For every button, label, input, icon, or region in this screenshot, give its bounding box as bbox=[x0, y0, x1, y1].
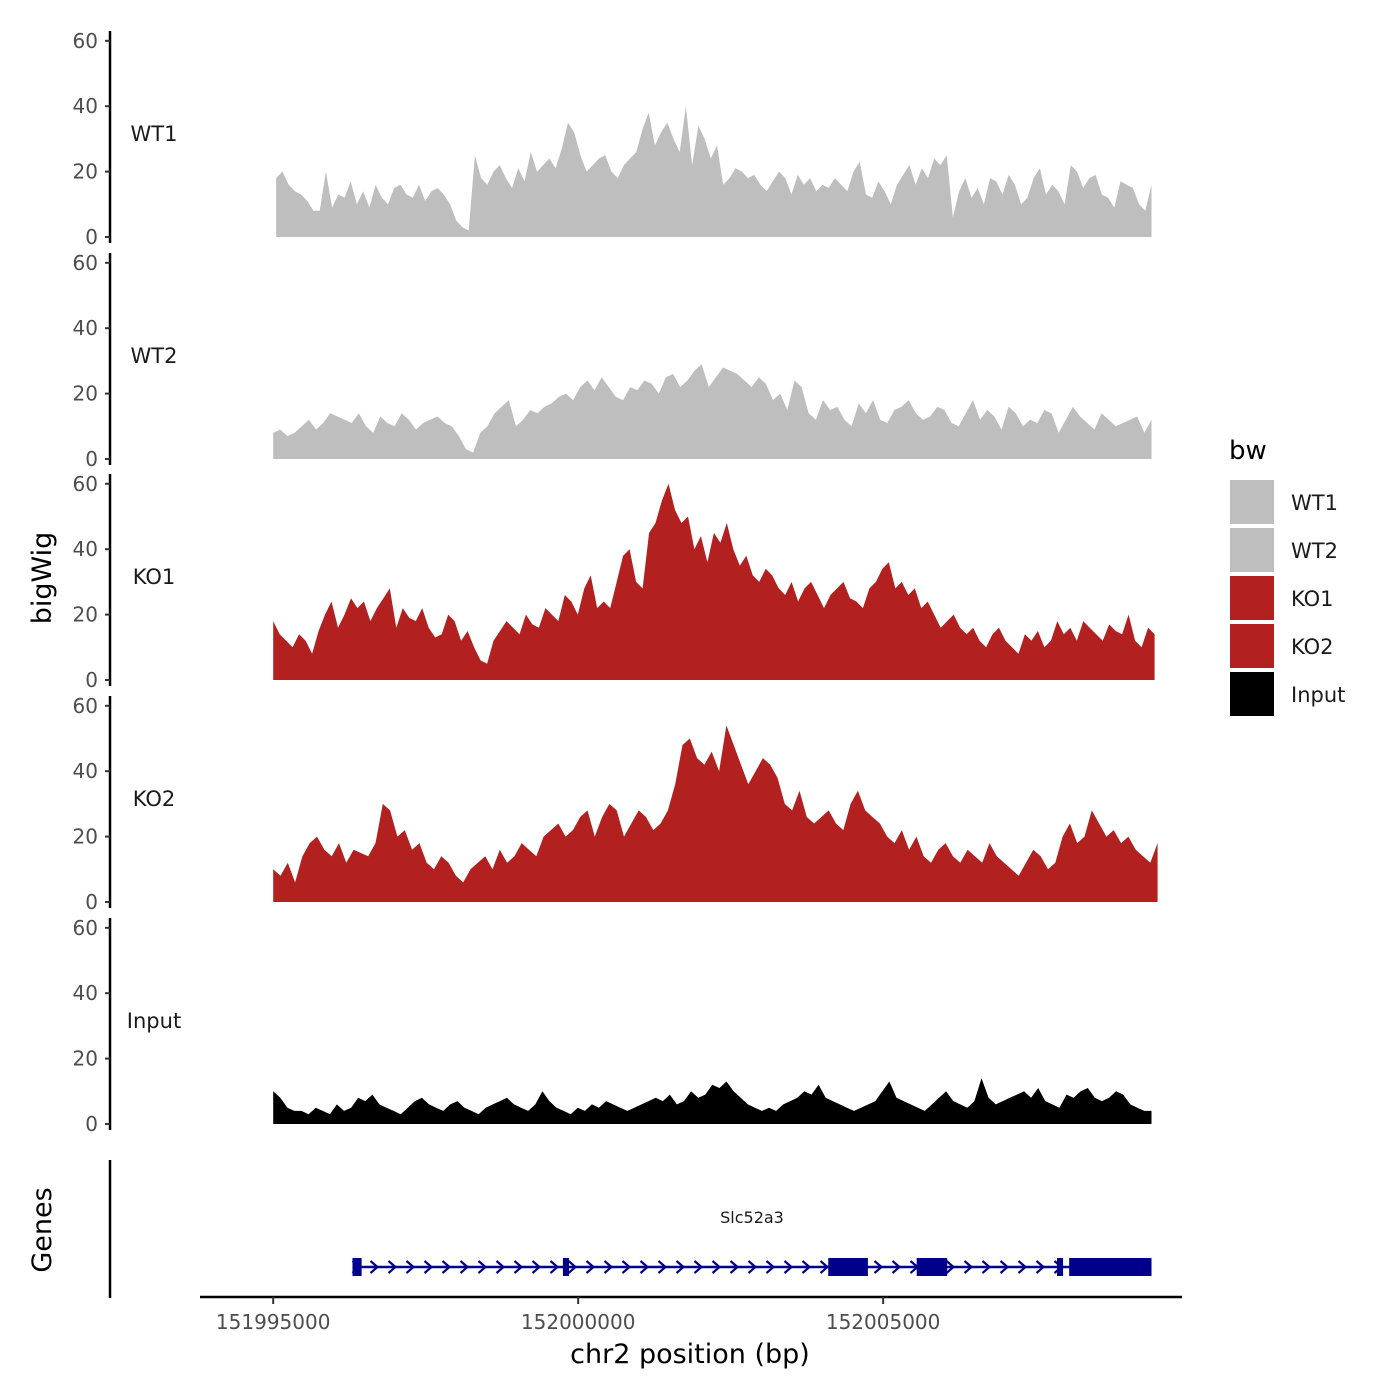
strand-arrow-icon bbox=[675, 1260, 686, 1274]
strand-arrow-icon bbox=[819, 1260, 830, 1274]
x-tick-label: 151995000 bbox=[216, 1310, 331, 1334]
y-tick-label: 60 bbox=[73, 472, 98, 496]
legend-swatch-ko1 bbox=[1230, 576, 1274, 620]
strand-arrow-icon bbox=[405, 1260, 416, 1274]
track-label-wt1: WT1 bbox=[131, 122, 178, 146]
strand-arrow-icon bbox=[729, 1260, 740, 1274]
strand-arrow-icon bbox=[387, 1260, 398, 1274]
y-tick-label: 20 bbox=[73, 1047, 98, 1071]
y-tick-label: 20 bbox=[73, 825, 98, 849]
y-tick-label: 40 bbox=[73, 316, 98, 340]
legend-label-wt2: WT2 bbox=[1291, 539, 1338, 563]
strand-arrow-icon bbox=[1035, 1260, 1046, 1274]
y-tick-label: 0 bbox=[85, 447, 98, 471]
strand-arrow-icon bbox=[459, 1260, 470, 1274]
track-wt2: 0 20 40 60 WT2 bbox=[73, 251, 1152, 471]
strand-arrow-icon bbox=[873, 1260, 884, 1274]
strand-arrow-icon bbox=[981, 1260, 992, 1274]
gene-exon bbox=[828, 1258, 868, 1276]
strand-arrow-icon bbox=[531, 1260, 542, 1274]
area-ko2 bbox=[273, 725, 1158, 902]
strand-arrow-icon bbox=[549, 1260, 560, 1274]
genes-panel: Slc52a3 bbox=[108, 1160, 1152, 1298]
strand-arrow-icon bbox=[567, 1260, 578, 1274]
strand-arrow-icon bbox=[639, 1260, 650, 1274]
strand-arrow-icon bbox=[621, 1260, 632, 1274]
strand-arrow-icon bbox=[711, 1260, 722, 1274]
area-wt1 bbox=[276, 106, 1152, 237]
y-tick-label: 40 bbox=[73, 537, 98, 561]
track-ko1: 0 20 40 60 KO1 bbox=[73, 472, 1155, 692]
strand-arrow-icon bbox=[603, 1260, 614, 1274]
y-tick-label: 0 bbox=[85, 225, 98, 249]
track-wt1: 0 20 40 60 WT1 bbox=[73, 29, 1152, 249]
strand-arrow-icon bbox=[657, 1260, 668, 1274]
strand-arrow-icon bbox=[765, 1260, 776, 1274]
strand-arrow-icon bbox=[423, 1260, 434, 1274]
gene-label: Slc52a3 bbox=[720, 1208, 784, 1227]
strand-arrow-icon bbox=[891, 1260, 902, 1274]
gene-exon bbox=[1069, 1258, 1152, 1276]
legend-swatch-wt1 bbox=[1230, 480, 1274, 524]
gene-exon bbox=[562, 1258, 570, 1276]
track-label-ko2: KO2 bbox=[133, 787, 176, 811]
x-axis-title: chr2 position (bp) bbox=[570, 1339, 810, 1370]
track-label-wt2: WT2 bbox=[131, 344, 178, 368]
strand-arrow-icon bbox=[441, 1260, 452, 1274]
y-axis-title: bigWig bbox=[27, 532, 58, 625]
y-tick-label: 60 bbox=[73, 916, 98, 940]
strand-arrow-icon bbox=[369, 1260, 380, 1274]
gene-exon bbox=[352, 1258, 362, 1276]
legend: bw WT1 WT2 KO1 KO2 Input bbox=[1229, 436, 1345, 716]
genes-axis-title: Genes bbox=[27, 1187, 58, 1272]
area-wt2 bbox=[273, 364, 1152, 459]
y-tick-label: 60 bbox=[73, 29, 98, 53]
track-label-ko1: KO1 bbox=[133, 565, 176, 589]
y-tick-label: 60 bbox=[73, 694, 98, 718]
legend-label-ko1: KO1 bbox=[1291, 587, 1334, 611]
strand-arrow-icon bbox=[513, 1260, 524, 1274]
strand-arrow-icon bbox=[693, 1260, 704, 1274]
y-tick-label: 60 bbox=[73, 251, 98, 275]
strand-arrow-icon bbox=[585, 1260, 596, 1274]
y-tick-label: 0 bbox=[85, 1112, 98, 1136]
y-tick-label: 40 bbox=[73, 94, 98, 118]
track-label-input: Input bbox=[127, 1009, 181, 1033]
y-tick-label: 20 bbox=[73, 382, 98, 406]
track-input: 0 20 40 60 Input bbox=[73, 916, 1152, 1136]
y-tick-label: 0 bbox=[85, 668, 98, 692]
y-tick-label: 20 bbox=[73, 160, 98, 184]
x-axis: 151995000 152000000 152005000 bbox=[200, 1295, 1182, 1334]
y-tick-label: 20 bbox=[73, 603, 98, 627]
gene-exon bbox=[916, 1258, 948, 1276]
y-tick-label: 0 bbox=[85, 890, 98, 914]
gene-exon bbox=[1056, 1258, 1064, 1276]
x-tick-label: 152000000 bbox=[521, 1310, 636, 1334]
strand-arrow-icon bbox=[1017, 1260, 1028, 1274]
legend-swatch-ko2 bbox=[1230, 624, 1274, 668]
strand-arrow-icon bbox=[963, 1260, 974, 1274]
strand-arrow-icon bbox=[999, 1260, 1010, 1274]
x-tick-label: 152005000 bbox=[826, 1310, 941, 1334]
legend-swatch-wt2 bbox=[1230, 528, 1274, 572]
legend-label-ko2: KO2 bbox=[1291, 635, 1334, 659]
y-tick-label: 40 bbox=[73, 759, 98, 783]
y-tick-label: 40 bbox=[73, 981, 98, 1005]
track-panels: 0 20 40 60 WT1 0 20 40 60 WT2 0 20 40 60 KO1 0 20 40 60 KO2… bbox=[73, 29, 1158, 1136]
strand-arrow-icon bbox=[801, 1260, 812, 1274]
strand-arrow-icon bbox=[477, 1260, 488, 1274]
legend-label-input: Input bbox=[1291, 683, 1345, 707]
strand-arrow-icon bbox=[783, 1260, 794, 1274]
strand-arrow-icon bbox=[747, 1260, 758, 1274]
area-input bbox=[273, 1078, 1152, 1124]
legend-swatch-input bbox=[1230, 672, 1274, 716]
area-ko1 bbox=[273, 483, 1155, 680]
strand-arrow-icon bbox=[495, 1260, 506, 1274]
strand-arrow-icon bbox=[945, 1260, 956, 1274]
track-ko2: 0 20 40 60 KO2 bbox=[73, 694, 1158, 914]
legend-title: bw bbox=[1229, 436, 1267, 466]
legend-label-wt1: WT1 bbox=[1291, 491, 1338, 515]
